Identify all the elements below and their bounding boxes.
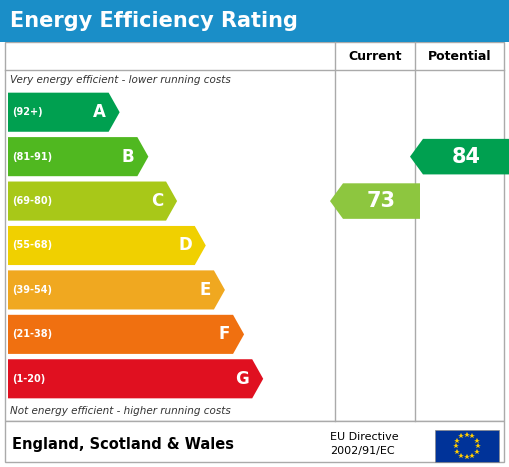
Polygon shape bbox=[8, 270, 225, 310]
Polygon shape bbox=[8, 182, 177, 220]
Text: (21-38): (21-38) bbox=[12, 329, 52, 340]
Text: C: C bbox=[151, 192, 163, 210]
Text: 84: 84 bbox=[451, 147, 480, 167]
Text: (55-68): (55-68) bbox=[12, 241, 52, 250]
Polygon shape bbox=[8, 315, 244, 354]
Polygon shape bbox=[8, 92, 120, 132]
Text: F: F bbox=[219, 325, 230, 343]
Text: (92+): (92+) bbox=[12, 107, 43, 117]
Text: Current: Current bbox=[348, 50, 402, 63]
Text: Energy Efficiency Rating: Energy Efficiency Rating bbox=[10, 11, 298, 31]
Text: EU Directive: EU Directive bbox=[330, 432, 399, 442]
Text: A: A bbox=[93, 103, 106, 121]
Bar bbox=[5, 421, 504, 462]
Text: England, Scotland & Wales: England, Scotland & Wales bbox=[12, 437, 234, 452]
Text: 2002/91/EC: 2002/91/EC bbox=[330, 446, 394, 456]
Text: Potential: Potential bbox=[428, 50, 491, 63]
Text: (69-80): (69-80) bbox=[12, 196, 52, 206]
Text: B: B bbox=[122, 148, 134, 166]
Bar bbox=[435, 430, 499, 462]
Text: E: E bbox=[200, 281, 211, 299]
Text: G: G bbox=[236, 370, 249, 388]
Polygon shape bbox=[8, 359, 263, 398]
Text: Very energy efficient - lower running costs: Very energy efficient - lower running co… bbox=[10, 75, 231, 85]
Polygon shape bbox=[8, 226, 206, 265]
Text: (1-20): (1-20) bbox=[12, 374, 45, 384]
Polygon shape bbox=[8, 137, 148, 176]
Text: (81-91): (81-91) bbox=[12, 152, 52, 162]
Text: 73: 73 bbox=[367, 191, 396, 211]
Text: Not energy efficient - higher running costs: Not energy efficient - higher running co… bbox=[10, 406, 231, 416]
Text: (39-54): (39-54) bbox=[12, 285, 52, 295]
Polygon shape bbox=[330, 184, 420, 219]
Text: D: D bbox=[178, 236, 192, 255]
Polygon shape bbox=[410, 139, 509, 174]
Bar bbox=[0, 0, 509, 42]
Bar bbox=[5, 42, 504, 421]
